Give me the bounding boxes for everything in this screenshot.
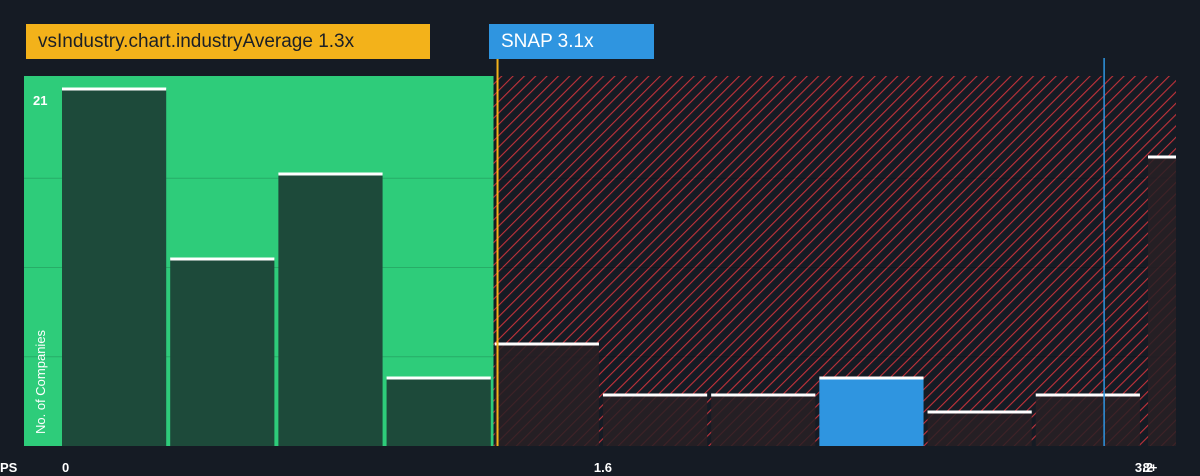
histogram-bar	[819, 378, 924, 446]
bar-cap	[278, 172, 383, 176]
bar-cap	[170, 257, 275, 261]
histogram-bar	[494, 344, 599, 446]
histogram-bar	[278, 174, 383, 446]
histogram-bar	[170, 259, 275, 446]
bar-cap	[62, 87, 167, 91]
bar-cap	[386, 376, 491, 380]
x-axis-label: PS	[0, 460, 18, 475]
x-tick-label: 0	[62, 460, 69, 475]
histogram-bar	[62, 89, 167, 446]
bar-cap	[819, 376, 924, 380]
bar-cap	[927, 410, 1032, 414]
bar-cap	[1035, 393, 1140, 397]
x-tick-label: 3.2	[1135, 460, 1153, 475]
industry-average-callout: vsIndustry.chart.industryAverage 1.3x	[26, 24, 430, 59]
histogram-bar	[602, 395, 708, 446]
histogram-bar	[927, 412, 1032, 446]
histogram-bar	[1035, 395, 1140, 446]
histogram-bar	[386, 378, 491, 446]
bar-cap	[1148, 155, 1176, 159]
bar-cap	[711, 393, 816, 397]
x-tick-label: 8+	[1143, 460, 1158, 475]
histogram-bar	[1148, 157, 1176, 446]
bar-cap	[602, 393, 708, 397]
histogram-bar	[711, 395, 816, 446]
y-axis-label: No. of Companies	[33, 329, 48, 434]
company-callout: SNAP 3.1x	[489, 24, 654, 59]
y-tick-label: 21	[33, 93, 47, 108]
x-tick-label: 1.6	[594, 460, 612, 475]
bar-cap	[494, 342, 599, 346]
